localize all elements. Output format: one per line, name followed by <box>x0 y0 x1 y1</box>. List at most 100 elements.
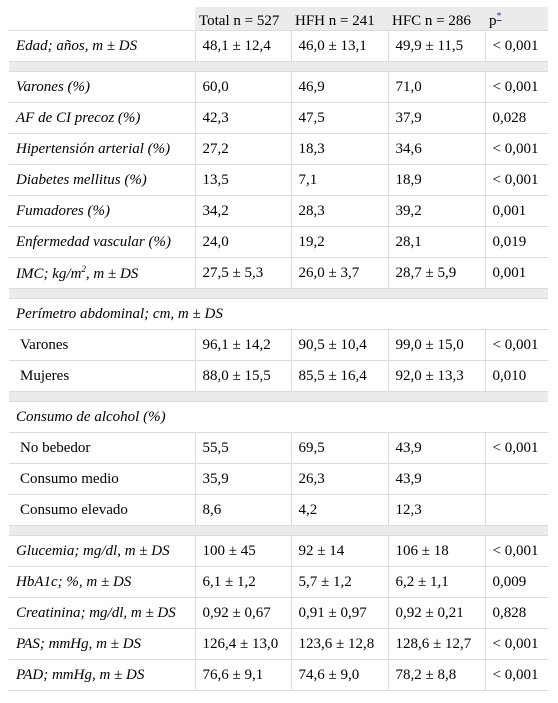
cell-total: 8,6 <box>194 494 291 526</box>
cell-hfc: 128,6 ± 12,7 <box>387 628 485 660</box>
cell-total: 100 ± 45 <box>194 535 291 567</box>
table-row-ev: Enfermedad vascular (%) 24,0 19,2 28,1 0… <box>9 226 548 258</box>
cell-hfc: 49,9 ± 11,5 <box>387 30 485 62</box>
row-label: Fumadores (%) <box>9 195 195 227</box>
cell-hfc: 99,0 ± 15,0 <box>387 329 485 361</box>
row-label: Hipertensión arterial (%) <box>9 133 195 165</box>
cell-hfh: 7,1 <box>290 164 388 196</box>
header-blank <box>9 7 195 31</box>
row-label: Varones <box>9 329 195 361</box>
row-label: AF de CI precoz (%) <box>9 102 195 134</box>
cell-hfh: 46,0 ± 13,1 <box>290 30 388 62</box>
cell-p: < 0,001 <box>484 329 548 361</box>
cell-hfc: 0,92 ± 0,21 <box>387 597 485 629</box>
table-row-edad: Edad; años, m ± DS 48,1 ± 12,4 46,0 ± 13… <box>9 30 548 62</box>
spacer-row <box>9 391 548 402</box>
cell-hfh: 69,5 <box>290 432 388 464</box>
cell-hfc: 92,0 ± 13,3 <box>387 360 485 392</box>
cell-total: 6,1 ± 1,2 <box>194 566 291 598</box>
cell-p: < 0,001 <box>484 535 548 567</box>
cell-hfh: 47,5 <box>290 102 388 134</box>
cell-p: 0,009 <box>484 566 548 598</box>
row-label: IMC; kg/m2, m ± DS <box>9 257 195 289</box>
cell-p: < 0,001 <box>484 432 548 464</box>
cell-hfc: 6,2 ± 1,1 <box>387 566 485 598</box>
cell-total: 24,0 <box>194 226 291 258</box>
cell-p: < 0,001 <box>484 164 548 196</box>
cell-p: 0,828 <box>484 597 548 629</box>
cell-hfh: 92 ± 14 <box>290 535 388 567</box>
cell-hfh: 123,6 ± 12,8 <box>290 628 388 660</box>
cell-p: 0,001 <box>484 195 548 227</box>
footnote-link[interactable]: * <box>496 11 502 22</box>
row-label: Consumo elevado <box>9 494 195 526</box>
cell-total: 96,1 ± 14,2 <box>194 329 291 361</box>
table-row-per-varones: Varones 96,1 ± 14,2 90,5 ± 10,4 99,0 ± 1… <box>9 329 548 361</box>
cell-p <box>484 494 548 526</box>
data-table: Total n = 527 HFH n = 241 HFC n = 286 p*… <box>9 7 548 691</box>
cell-total: 55,5 <box>194 432 291 464</box>
spacer-row <box>9 61 548 72</box>
spacer-row <box>9 288 548 299</box>
row-label: Varones (%) <box>9 71 195 103</box>
section-row-alcohol: Consumo de alcohol (%) <box>9 401 548 433</box>
cell-total: 34,2 <box>194 195 291 227</box>
cell-hfh: 5,7 ± 1,2 <box>290 566 388 598</box>
cell-total: 48,1 ± 12,4 <box>194 30 291 62</box>
table-row-dm: Diabetes mellitus (%) 13,5 7,1 18,9 < 0,… <box>9 164 548 196</box>
cell-hfh: 0,91 ± 0,97 <box>290 597 388 629</box>
cell-total: 126,4 ± 13,0 <box>194 628 291 660</box>
cell-hfc: 39,2 <box>387 195 485 227</box>
cell-hfh: 90,5 ± 10,4 <box>290 329 388 361</box>
cell-hfc: 43,9 <box>387 463 485 495</box>
cell-hfh: 26,3 <box>290 463 388 495</box>
cell-p <box>484 463 548 495</box>
table-row-consumo-medio: Consumo medio 35,9 26,3 43,9 <box>9 463 548 495</box>
spacer-cell <box>9 61 548 72</box>
imc-label-post: , m ± DS <box>85 265 139 282</box>
cell-hfc: 37,9 <box>387 102 485 134</box>
cell-hfh: 46,9 <box>290 71 388 103</box>
header-total: Total n = 527 <box>199 13 280 29</box>
cell-p: 0,019 <box>484 226 548 258</box>
header-hfc: HFC n = 286 <box>392 13 471 29</box>
cell-hfc: 43,9 <box>387 432 485 464</box>
cell-total: 0,92 ± 0,67 <box>194 597 291 629</box>
row-label: Edad; años, m ± DS <box>9 30 195 62</box>
cell-hfh: 26,0 ± 3,7 <box>290 257 388 289</box>
cell-p: < 0,001 <box>484 71 548 103</box>
cell-hfh: 19,2 <box>290 226 388 258</box>
cell-p: < 0,001 <box>484 659 548 691</box>
cell-p: < 0,001 <box>484 133 548 165</box>
cell-p: 0,010 <box>484 360 548 392</box>
table-row-fum: Fumadores (%) 34,2 28,3 39,2 0,001 <box>9 195 548 227</box>
cell-hfh: 4,2 <box>290 494 388 526</box>
section-label: Perímetro abdominal; cm, m ± DS <box>9 298 548 330</box>
cell-hfh: 18,3 <box>290 133 388 165</box>
cell-hfc: 106 ± 18 <box>387 535 485 567</box>
row-label: Creatinina; mg/dl, m ± DS <box>9 597 195 629</box>
cell-total: 27,5 ± 5,3 <box>194 257 291 289</box>
imc-label-pre: IMC; kg/m <box>16 265 82 282</box>
cell-total: 35,9 <box>194 463 291 495</box>
table-row-no-bebedor: No bebedor 55,5 69,5 43,9 < 0,001 <box>9 432 548 464</box>
cell-p: < 0,001 <box>484 30 548 62</box>
cell-hfc: 34,6 <box>387 133 485 165</box>
row-label: PAS; mmHg, m ± DS <box>9 628 195 660</box>
row-label: No bebedor <box>9 432 195 464</box>
cell-p: 0,028 <box>484 102 548 134</box>
table-row-consumo-elevado: Consumo elevado 8,6 4,2 12,3 <box>9 494 548 526</box>
table-row-varones: Varones (%) 60,0 46,9 71,0 < 0,001 <box>9 71 548 103</box>
table-row-pad: PAD; mmHg, m ± DS 76,6 ± 9,1 74,6 ± 9,0 … <box>9 659 548 691</box>
table-row-af: AF de CI precoz (%) 42,3 47,5 37,9 0,028 <box>9 102 548 134</box>
cell-total: 76,6 ± 9,1 <box>194 659 291 691</box>
row-label: HbA1c; %, m ± DS <box>9 566 195 598</box>
row-label: PAD; mmHg, m ± DS <box>9 659 195 691</box>
table-row-pas: PAS; mmHg, m ± DS 126,4 ± 13,0 123,6 ± 1… <box>9 628 548 660</box>
cell-p: < 0,001 <box>484 628 548 660</box>
cell-hfh: 74,6 ± 9,0 <box>290 659 388 691</box>
spacer-row <box>9 525 548 536</box>
cell-total: 27,2 <box>194 133 291 165</box>
header-p: p* <box>485 7 548 31</box>
table-header-row: Total n = 527 HFH n = 241 HFC n = 286 p* <box>9 7 548 31</box>
